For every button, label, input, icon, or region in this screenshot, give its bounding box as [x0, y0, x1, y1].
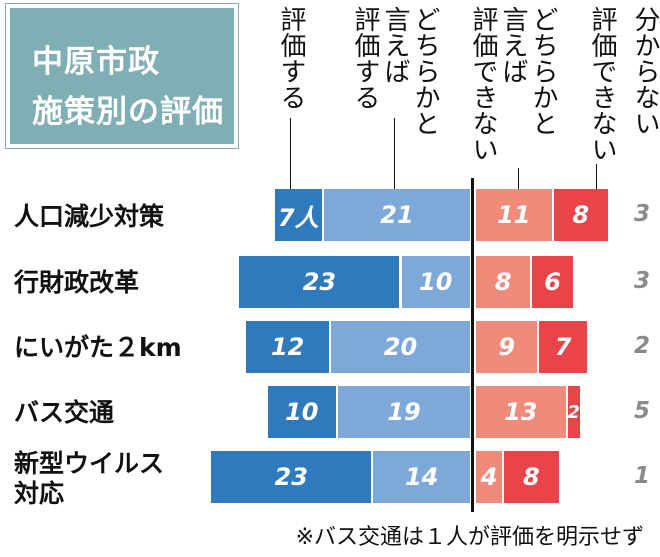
data-label: 11	[497, 201, 531, 229]
leader-line-1	[290, 118, 291, 190]
column-header-4-line-1: 評価できない	[587, 6, 617, 162]
data-label: 19	[387, 398, 421, 426]
column-header-2-line-2: 言えば	[380, 6, 410, 84]
category-label: にいがた２km	[14, 333, 182, 363]
unknown-count-label: 3	[633, 201, 650, 227]
category-label-line: バス交通	[14, 398, 115, 427]
unknown-count-label: 3	[633, 268, 650, 294]
bar-segment-series-4: 2	[567, 386, 582, 438]
bar-segment-series-4: 6	[532, 256, 575, 308]
data-label: 6	[544, 268, 561, 296]
chart-title-box: 中原市政 施策別の評価	[5, 3, 239, 149]
center-divider-line	[471, 178, 474, 512]
bar-segment-series-2: 21	[323, 189, 472, 241]
data-label: 8	[572, 201, 590, 229]
category-label-line: 行財政改革	[14, 268, 140, 297]
data-label: 7人	[277, 203, 319, 232]
data-label: 9	[498, 333, 516, 361]
data-label: 10	[285, 398, 319, 426]
category-label-line: 新型ウイルス	[14, 449, 165, 478]
category-label: 行財政改革	[14, 268, 139, 298]
leader-line-2	[394, 118, 395, 190]
column-header-1-line-1: 評価する	[276, 6, 306, 110]
column-header-3-line-1: どちらかと	[528, 6, 558, 136]
column-header-3-line-2: 言えば	[498, 6, 528, 84]
category-label: 新型ウイルス 対応	[14, 449, 164, 509]
category-label-line: 人口減少対策	[14, 202, 165, 231]
data-label: 23	[274, 463, 308, 491]
unknown-count-label: 2	[633, 333, 650, 359]
unknown-count-label: 1	[633, 463, 650, 489]
bar-segment-series-1: 23	[239, 256, 402, 308]
bar-segment-series-3: 11	[476, 189, 554, 241]
data-label: 21	[380, 201, 414, 229]
bar-segment-series-3: 4	[476, 451, 505, 503]
bar-segment-series-2: 14	[373, 451, 472, 503]
data-label: 10	[419, 268, 453, 296]
data-label: 20	[383, 333, 418, 361]
data-label: 7	[554, 333, 572, 361]
column-header-3-line-3: 評価できない	[468, 6, 498, 162]
chart-title-line-1: 中原市政	[32, 44, 160, 80]
bar-segment-series-4: 8	[504, 451, 561, 503]
data-label: 2	[567, 401, 580, 423]
data-label: 4	[480, 463, 498, 491]
unknown-count-label: 5	[633, 398, 650, 424]
data-label: 12	[270, 333, 305, 361]
category-label: バス交通	[14, 398, 114, 428]
category-label-line: にいがた２km	[14, 333, 182, 362]
bar-segment-series-4: 7	[539, 321, 589, 373]
data-label: 8	[523, 463, 540, 491]
footnote: ※バス交通は１人が評価を明示せず	[295, 525, 644, 550]
bar-segment-series-3: 13	[476, 386, 568, 438]
leader-line-4	[596, 164, 597, 190]
category-label-line: 対応	[14, 479, 65, 508]
column-header-2-line-1: どちらかと	[410, 6, 440, 136]
category-label: 人口減少対策	[14, 202, 164, 232]
bar-segment-series-1: 23	[211, 451, 374, 503]
bar-segment-series-2: 10	[401, 256, 472, 308]
bar-segment-series-2: 20	[331, 321, 472, 373]
bar-segment-series-3: 8	[476, 256, 533, 308]
column-header-5-line-1: 分からない	[630, 6, 660, 136]
bar-segment-series-3: 9	[476, 321, 540, 373]
data-label: 23	[302, 268, 337, 296]
bar-segment-series-1: 12	[246, 321, 331, 373]
bar-segment-series-4: 8	[553, 189, 610, 241]
data-label: 13	[504, 398, 538, 426]
data-label: 8	[494, 268, 512, 296]
data-label: 14	[404, 463, 439, 491]
bar-segment-series-1: 7人	[274, 189, 324, 241]
bar-segment-series-1: 10	[267, 386, 339, 438]
chart-title-line-2: 施策別の評価	[32, 94, 224, 130]
bar-segment-series-2: 19	[338, 386, 472, 438]
column-header-2-line-3: 評価する	[350, 6, 380, 110]
leader-line-3	[518, 168, 519, 190]
